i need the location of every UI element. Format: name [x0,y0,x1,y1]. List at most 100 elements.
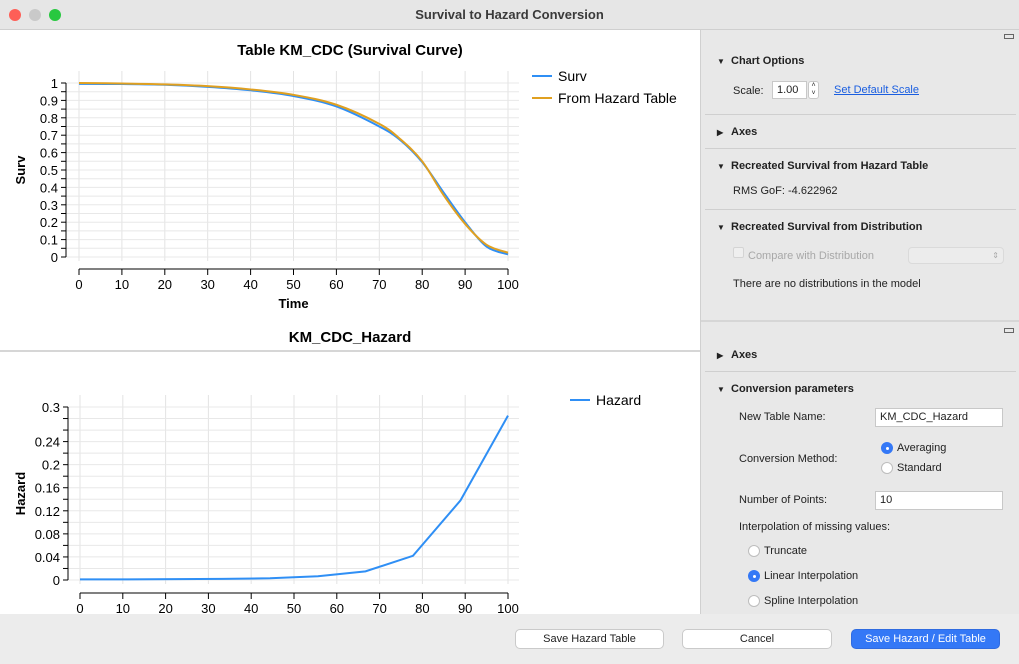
recreated-distribution-header[interactable]: ▼ Recreated Survival from Distribution [717,221,923,233]
y-tick-label: 0 [53,573,60,588]
x-tick-label: 30 [201,601,215,614]
points-label: Number of Points: [739,494,828,506]
chart-title: KM_CDC_Hazard [289,329,412,346]
y-tick-label: 0.9 [40,93,58,108]
close-window-button[interactable] [9,9,21,21]
scale-stepper[interactable]: ˄ ˅ [808,81,819,99]
title-bar: Survival to Hazard Conversion [0,0,1019,30]
compare-label: Compare with Distribution [748,250,874,262]
y-tick-label: 0.16 [35,481,60,496]
zoom-window-button[interactable] [49,9,61,21]
x-tick-label: 100 [497,277,519,292]
linear-interpolation-label: Linear Interpolation [764,570,859,582]
x-tick-label: 90 [458,277,472,292]
linear-interpolation-radio[interactable] [748,570,760,582]
averaging-label: Averaging [897,442,947,454]
survival-chart: Table KM_CDC (Survival Curve)0 10 20 30 40 50… [13,42,677,311]
legend-label: From Hazard Table [558,90,677,106]
cancel-button[interactable]: Cancel [682,629,832,649]
x-tick-label: 40 [244,601,258,614]
y-tick-label: 0.3 [40,198,58,213]
series-line-from-hazard-table [78,82,509,254]
x-tick-label: 20 [158,277,172,292]
save-edit-table-button[interactable]: Save Hazard / Edit Table [851,629,1000,649]
conversion-parameters-header[interactable]: ▼ Conversion parameters [717,383,854,395]
x-tick-label: 50 [286,277,300,292]
x-tick-label: 40 [243,277,257,292]
distribution-select[interactable]: ⇕ [908,247,1004,264]
y-axis-label: Surv [13,155,28,185]
y-tick-label: 1 [51,76,58,91]
no-distributions-text: There are no distributions in the model [733,278,921,290]
split-divider[interactable] [0,350,700,352]
standard-radio[interactable] [881,462,893,474]
x-tick-label: 80 [415,277,429,292]
charts-area: Table KM_CDC (Survival Curve) 0 10 20 30 40 50… [0,30,700,614]
spline-interpolation-label: Spline Interpolation [764,595,859,607]
x-tick-label: 80 [415,601,429,614]
y-tick-label: 0.12 [35,504,60,519]
compare-checkbox[interactable] [733,247,744,258]
y-tick-label: 0.8 [40,111,58,126]
conversion-method-label: Conversion Method: [739,453,838,465]
x-tick-label: 50 [287,601,301,614]
collapse-panel-button[interactable] [1004,328,1014,333]
x-tick-label: 60 [329,277,343,292]
triangle-right-icon: ▶ [717,128,724,137]
x-tick-label: 10 [116,601,130,614]
truncate-label: Truncate [764,545,808,557]
x-tick-label: 70 [372,601,386,614]
triangle-right-icon: ▶ [717,351,724,360]
x-tick-label: 0 [76,601,83,614]
minimize-window-button[interactable] [29,9,41,21]
legend-label: Surv [558,68,587,84]
window-title: Survival to Hazard Conversion [415,7,604,22]
x-tick-label: 0 [75,277,82,292]
x-tick-label: 20 [158,601,172,614]
x-tick-label: 70 [372,277,386,292]
options-panel: ▼ Chart Options Scale: 1.00 ˄ ˅ Set Defaul… [700,30,1019,614]
chart-options-header[interactable]: ▼ Chart Options [717,55,805,67]
table-name-input[interactable]: KM_CDC_Hazard [875,408,1003,427]
y-tick-label: 0.24 [35,435,60,450]
y-tick-label: 0.7 [40,128,58,143]
table-name-label: New Table Name: [739,411,826,423]
x-tick-label: 10 [115,277,129,292]
set-default-scale-link[interactable]: Set Default Scale [834,84,919,96]
y-tick-label: 0.5 [40,163,58,178]
y-tick-label: 0.4 [40,180,58,195]
x-tick-label: 100 [497,601,519,614]
x-tick-label: 60 [330,601,344,614]
y-tick-label: 0.08 [35,527,60,542]
x-axis-label: Time [278,296,308,311]
axes-header-top[interactable]: ▶ Axes [717,126,758,138]
save-hazard-table-button[interactable]: Save Hazard Table [515,629,664,649]
standard-label: Standard [897,462,942,474]
y-tick-label: 0.1 [40,233,58,248]
scale-input[interactable]: 1.00 [772,81,807,99]
interpolation-label: Interpolation of missing values: [739,521,891,533]
averaging-radio[interactable] [881,442,893,454]
y-axis-label: Hazard [13,472,28,515]
triangle-down-icon: ▼ [717,162,725,171]
truncate-radio[interactable] [748,545,760,557]
points-input[interactable]: 10 [875,491,1003,510]
y-tick-label: 0 [51,250,58,265]
spline-interpolation-radio[interactable] [748,595,760,607]
triangle-down-icon: ▼ [717,385,725,394]
triangle-down-icon: ▼ [717,223,725,232]
axes-header-bottom[interactable]: ▶ Axes [717,349,758,361]
legend-label: Hazard [596,392,641,408]
footer: Save Hazard Table Cancel Save Hazard / E… [0,614,1019,664]
y-tick-label: 0.2 [42,458,60,473]
collapse-panel-button[interactable] [1004,34,1014,39]
x-tick-label: 30 [200,277,214,292]
recreated-hazard-header[interactable]: ▼ Recreated Survival from Hazard Table [717,160,929,172]
y-tick-label: 0.6 [40,146,58,161]
y-tick-label: 0.04 [35,550,60,565]
y-tick-label: 0.2 [40,215,58,230]
series-line-hazard [80,415,509,581]
hazard-chart: KM_CDC_Hazard 0 10 20 30 40 50 60 70 80 90 100 0 0.04… [13,329,641,614]
triangle-down-icon: ▼ [717,57,725,66]
rms-gof-text: RMS GoF: -4.622962 [733,185,838,197]
